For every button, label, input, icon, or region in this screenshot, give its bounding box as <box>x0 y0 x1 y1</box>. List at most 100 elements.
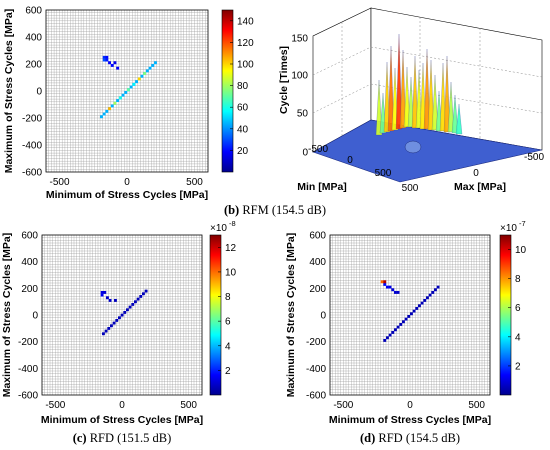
heatmap-cell <box>120 313 124 317</box>
min-tick-label: 0 <box>347 155 353 166</box>
surface-peak <box>403 66 411 128</box>
colorbar-tick-label: 10 <box>515 245 527 256</box>
y-tick-label: 400 <box>21 257 38 268</box>
panel-b-left-heatmap: -500 0 500 600 400 200 0 -200 -400 -600 Minimum … <box>3 6 254 202</box>
colorbar-tick-labels: 12 10 8 6 4 2 <box>218 243 237 377</box>
colorbar <box>221 9 234 173</box>
y-tick-label: 200 <box>309 284 326 295</box>
y-tick-label: 0 <box>36 87 42 98</box>
colorbar-tick-label: 80 <box>237 81 249 92</box>
heatmap-cell <box>108 299 112 302</box>
colorbar-tick-label: 2 <box>515 361 521 372</box>
svg-text:(d) RFD (154.5 dB): (d) RFD (154.5 dB) <box>360 431 460 445</box>
colorbar-tick-label: 120 <box>237 38 254 49</box>
colorbar-tick-label: 140 <box>237 16 254 27</box>
heatmap-cells <box>100 55 157 119</box>
heatmap-cell <box>118 96 122 100</box>
heatmap-cell <box>388 285 392 289</box>
heatmap-cell <box>110 64 114 67</box>
y-tick-label: 200 <box>21 284 38 295</box>
y-tick-label: 200 <box>25 60 42 71</box>
heatmap-cell <box>105 55 109 59</box>
y-tick-label: -400 <box>306 364 326 375</box>
x-tick-label: 500 <box>180 400 197 411</box>
colorbar-tick-label: 60 <box>237 103 249 114</box>
panel-d-heatmap: -500 0 500 600 400 200 0 -200 -400 -600 Minimum … <box>285 219 527 426</box>
surface-peak <box>455 103 463 135</box>
x-axis-label: Minimum of Stress Cycles [MPa] <box>41 414 203 426</box>
heatmap-cell <box>402 320 405 324</box>
heatmap-cell <box>108 107 111 111</box>
x-tick-labels: -500 0 500 <box>45 400 197 411</box>
heatmap-cell <box>144 289 148 293</box>
x-tick-label: -500 <box>49 177 69 188</box>
caption-b: (b) RFM (154.5 dB) <box>224 203 326 217</box>
y-tick-label: -600 <box>306 391 326 402</box>
heatmap-cell <box>154 61 157 65</box>
heatmap-cell <box>415 307 419 310</box>
heatmap-cell <box>116 99 120 102</box>
y-tick-label: -200 <box>22 114 42 125</box>
colorbar-tick-label: 6 <box>225 317 231 328</box>
max-tick-label: -500 <box>524 152 544 163</box>
heatmap-cell <box>428 293 432 297</box>
x-tick-label: -500 <box>45 400 65 411</box>
colorbar-exponent: ×10 -7 <box>500 219 526 234</box>
heatmap-cell <box>396 325 400 329</box>
x-axis-label: Minimum of Stress Cycles [MPa] <box>46 189 208 201</box>
max-axis-label: Max [MPa] <box>454 181 506 193</box>
colorbar-tick-label: 4 <box>225 341 231 352</box>
caption-c-text: RFD (151.5 dB) <box>90 431 172 445</box>
heatmap-cell <box>136 297 140 301</box>
surface-peak <box>451 94 459 134</box>
y-tick-label: -400 <box>22 141 42 152</box>
y-axis-label: Maximum of Stress Cycles [MPa] <box>3 9 15 174</box>
heatmap-cell <box>423 299 427 302</box>
heatmap-cell <box>102 112 106 116</box>
min-tick-labels: -500 0 500 <box>308 144 392 179</box>
heatmap-cell <box>383 339 387 342</box>
x-tick-label: 500 <box>186 177 203 188</box>
colorbar <box>499 234 512 396</box>
heatmap-cell <box>126 308 129 312</box>
surface-peak <box>399 49 407 129</box>
panel-c-heatmap: -500 0 500 600 400 200 0 -200 -400 -600 Minimum … <box>1 219 237 426</box>
x-tick-labels: -500 0 500 <box>49 177 203 188</box>
heatmap-cell <box>110 104 114 108</box>
heatmap-cell <box>102 332 105 336</box>
heatmap-cell <box>137 77 141 81</box>
heatmap-cell <box>410 312 413 316</box>
caption-b-label: (b) <box>224 203 239 217</box>
colorbar-tick-label: 10 <box>225 267 237 278</box>
heatmap-cells <box>100 289 148 336</box>
heatmap-cell <box>383 280 387 284</box>
plot-frame <box>45 9 209 173</box>
max-tick-labels: 500 0 -500 <box>402 152 545 194</box>
heatmap-cell <box>386 336 389 340</box>
surface-peak <box>387 45 395 132</box>
heatmap-cell <box>100 115 103 119</box>
y-tick-label: 400 <box>25 33 42 44</box>
x-tick-label: 0 <box>124 177 130 188</box>
caption-d-text: RFD (154.5 dB) <box>378 431 460 445</box>
heatmap-cell <box>142 292 145 296</box>
heatmap-cell <box>102 55 106 59</box>
surface-peak <box>431 74 439 131</box>
heatmap-cell <box>123 311 127 314</box>
surface-floor <box>312 119 543 183</box>
heatmap-cell <box>131 303 135 306</box>
heatmap-cell <box>124 91 128 94</box>
heatmap-cell <box>418 304 421 308</box>
y-axis-label: Maximum of Stress Cycles [MPa] <box>285 233 297 398</box>
heatmap-cell <box>436 285 440 289</box>
x-tick-label: 0 <box>119 400 125 411</box>
surface-peak <box>439 62 447 132</box>
y-axis-label: Maximum of Stress Cycles [MPa] <box>1 233 13 398</box>
heatmap-cell <box>426 296 429 300</box>
x-tick-labels: -500 0 500 <box>333 400 485 411</box>
heatmap-cell <box>110 324 113 328</box>
colorbar-tick-label: 100 <box>237 60 254 71</box>
colorbar-tick-label: 12 <box>225 243 237 254</box>
heatmap-cell <box>103 291 107 294</box>
